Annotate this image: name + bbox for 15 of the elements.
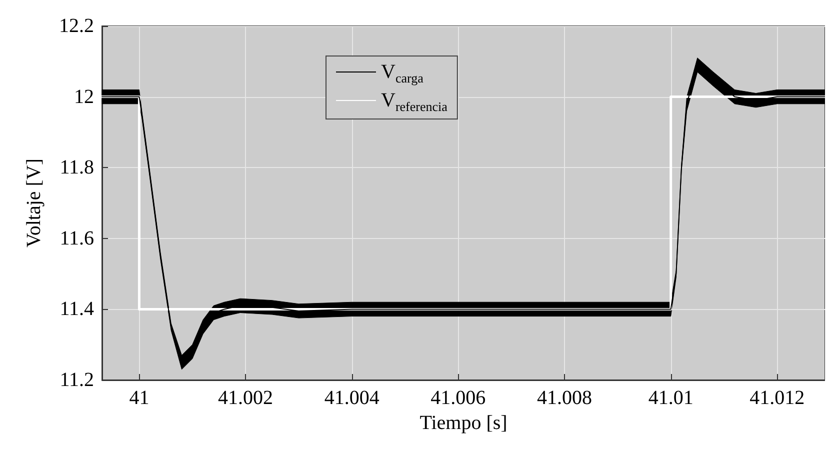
x-tick-label: 41.004 [324, 387, 380, 409]
y-tick-label: 12.2 [59, 15, 94, 37]
x-tick-label: 41.012 [750, 387, 805, 409]
y-tick-label: 11.2 [60, 369, 94, 391]
y-tick-label: 11.6 [60, 227, 94, 250]
y-tick-label: 12 [74, 86, 94, 108]
x-tick-label: 41.002 [218, 387, 274, 409]
x-tick-label: 41.006 [430, 387, 486, 409]
x-tick-label: 41 [129, 387, 150, 409]
y-axis-title: Voltaje [V] [23, 158, 45, 248]
x-tick-label: 41.008 [537, 387, 592, 409]
y-tick-label: 11.8 [60, 156, 94, 179]
x-tick-label: 41.01 [648, 387, 694, 409]
x-axis-title: Tiempo [s] [420, 412, 508, 434]
y-tick-label: 11.4 [60, 298, 94, 320]
